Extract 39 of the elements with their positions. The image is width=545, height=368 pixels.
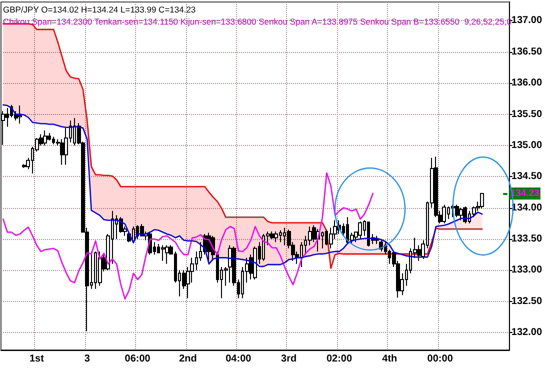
x-tick-label: 3 [84,354,90,364]
y-tick-label: 132.00 [511,327,542,338]
candlestick [43,130,47,146]
x-tick-label: 04:00 [226,354,252,364]
candlestick [228,244,232,284]
candlestick [442,204,446,224]
y-tick-label: 136.00 [511,78,542,89]
candlestick [375,235,379,244]
y-tick-label: 135.50 [511,108,542,120]
x-tick-label: 00:00 [427,354,454,364]
candlestick [455,204,459,218]
y-tick-label: 135.00 [511,140,542,151]
candlestick [480,192,484,209]
y-tick-label: 133.00 [511,264,542,276]
y-tick-label: 133.50 [511,233,542,244]
line-series [2,104,483,268]
y-tick-label: 132.50 [511,296,542,307]
x-tick-label: 1st [29,354,45,364]
candlestick [274,231,278,243]
candlestick [463,206,467,224]
x-tick-label: 4th [382,354,398,364]
candlestick [140,224,144,236]
y-tick-label: 137.00 [511,15,542,26]
line-series [2,172,374,300]
candlestick [98,250,102,286]
candlestick [253,246,257,280]
chart-title: GBP/JPY O=134.02 H=134.24 L=133.99 C=134.23 [3,4,196,14]
y-tick-label: 136.50 [511,46,542,58]
x-tick-label: 2nd [179,354,197,364]
candlestick [161,244,165,262]
candlestick [165,244,169,264]
candlestick [459,207,463,221]
candlestick [18,105,22,124]
x-tick-label: 06:00 [124,354,151,364]
x-tick-label: 3rd [281,354,297,364]
candlestick [358,221,362,240]
candlestick [1,110,5,146]
y-tick-label: 134.50 [511,171,542,182]
x-tick-label: 02:00 [326,354,352,364]
